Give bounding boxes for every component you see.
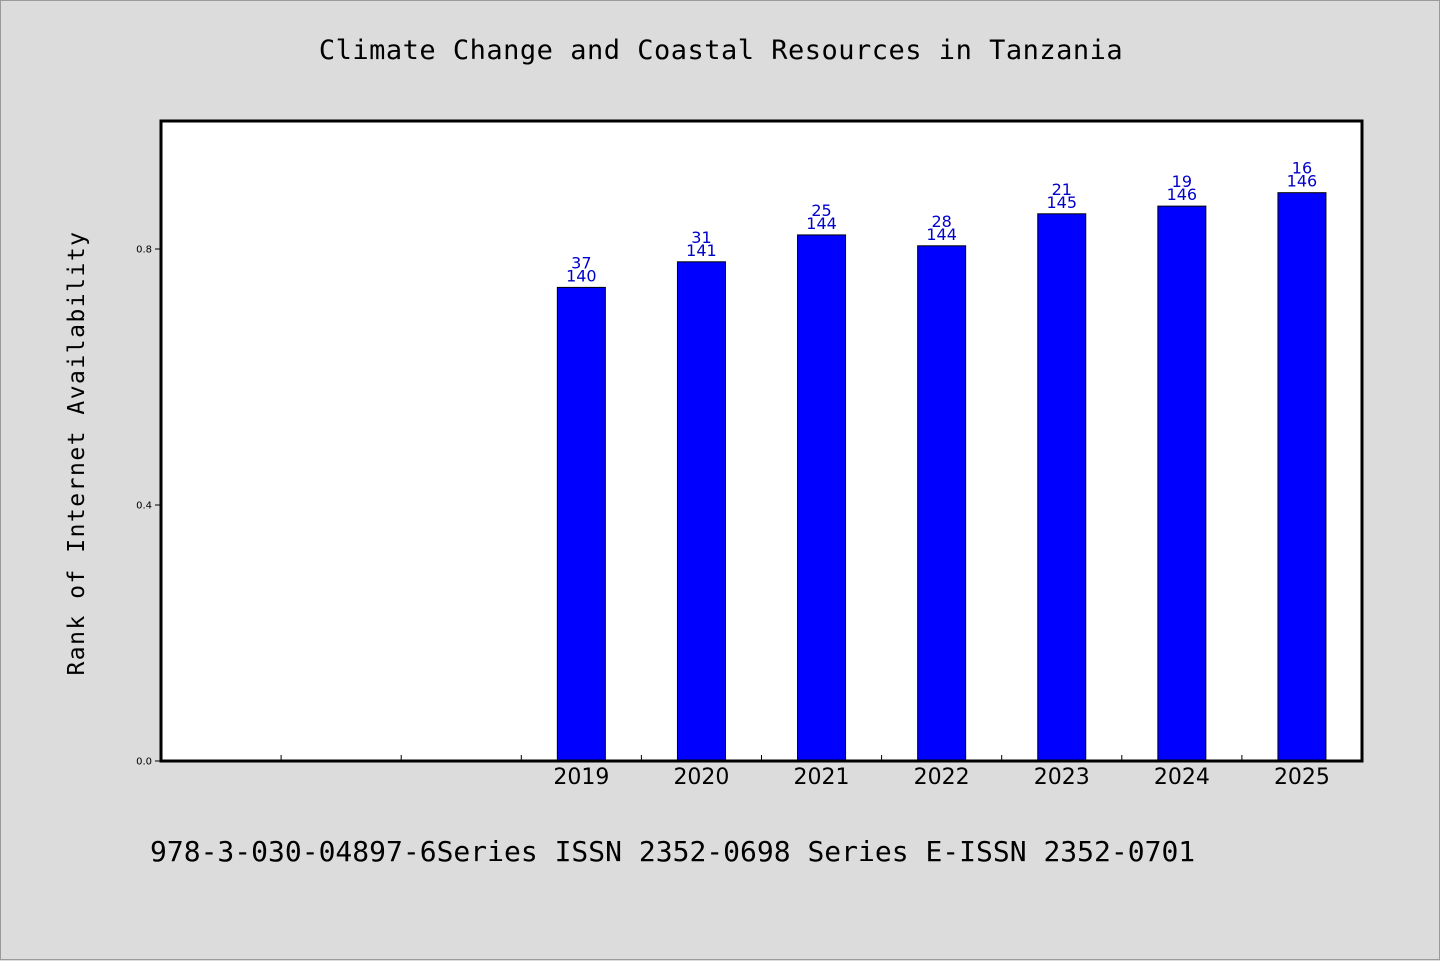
data-label: 144 [926, 225, 957, 244]
x-tick-label: 2023 [1034, 765, 1090, 790]
bar [917, 245, 967, 762]
chart-title: Climate Change and Coastal Resources in … [318, 35, 1124, 66]
bar [1277, 192, 1327, 762]
y-tick-label: 0.4 [136, 501, 152, 512]
data-label: 146 [1167, 185, 1198, 204]
bar [1037, 213, 1087, 762]
x-tick-label: 2019 [553, 765, 609, 790]
plot-border [159, 119, 1364, 763]
data-label: 25 [811, 201, 831, 220]
data-label: 146 [1287, 172, 1318, 191]
data-label: 37 [571, 253, 591, 272]
data-label: 144 [806, 214, 837, 233]
footer-isbn-text: 978-3-030-04897-6Series ISSN 2352-0698 S… [150, 835, 1196, 868]
y-tick-label: 0.8 [136, 245, 152, 256]
data-label: 19 [1172, 172, 1192, 191]
x-tick-label: 2022 [914, 765, 970, 790]
data-label: 145 [1046, 193, 1077, 212]
data-label: 28 [931, 212, 951, 231]
data-label: 21 [1052, 180, 1072, 199]
data-label: 16 [1292, 159, 1312, 178]
x-tick-label: 2021 [794, 765, 850, 790]
data-label: 140 [566, 266, 597, 285]
bar [797, 234, 847, 762]
x-tick-label: 2020 [673, 765, 729, 790]
bar [1157, 205, 1207, 762]
bar [556, 286, 606, 762]
data-label: 31 [691, 228, 711, 247]
data-label: 141 [686, 241, 717, 260]
x-tick-label: 2025 [1274, 765, 1330, 790]
y-tick-label: 0.0 [136, 757, 152, 768]
bar [676, 261, 726, 762]
x-tick-label: 2024 [1154, 765, 1210, 790]
